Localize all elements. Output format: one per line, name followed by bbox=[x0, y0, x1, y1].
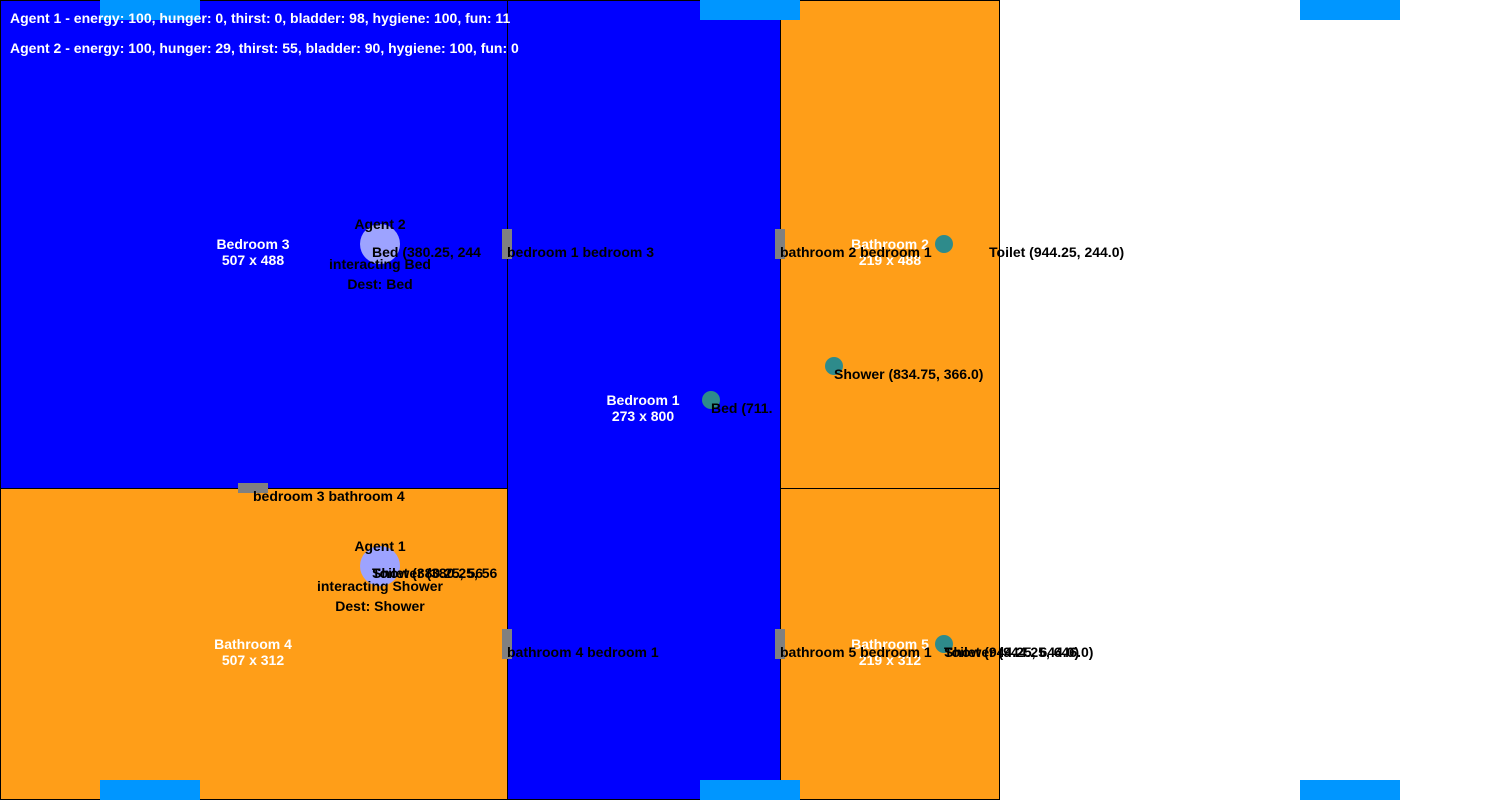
window-bottom-1 bbox=[100, 780, 200, 800]
room-size: 273 x 800 bbox=[611, 408, 675, 424]
room-name: Bathroom 2 bbox=[851, 236, 929, 252]
room-size: 219 x 312 bbox=[858, 652, 922, 668]
agent-1-name: Agent 1 bbox=[354, 538, 406, 554]
toilet-bathroom-5-marker[interactable] bbox=[935, 635, 953, 653]
door-label-bathroom-5-bedroom-1: bathroom 5 bedroom 1 bbox=[780, 644, 932, 660]
agent-1-token[interactable] bbox=[360, 546, 400, 586]
window-bottom-3 bbox=[1300, 780, 1400, 800]
room-bathroom-5[interactable] bbox=[780, 488, 1000, 800]
object-label-shower-bathroom-5: Shower (944.25, 646.0) bbox=[944, 644, 1094, 660]
door-label-bathroom-4-bedroom-1: bathroom 4 bedroom 1 bbox=[507, 644, 659, 660]
room-name: Bedroom 1 bbox=[606, 392, 680, 408]
room-name: Bathroom 5 bbox=[851, 636, 929, 652]
agent-2-destination: Dest: Bed bbox=[347, 276, 413, 292]
object-label-shower-bathroom-4: Shower (380.25, 56 bbox=[372, 565, 498, 581]
window-top-1 bbox=[100, 0, 200, 20]
door-bedroom-3-bathroom-4[interactable] bbox=[238, 483, 268, 493]
agent-2-token[interactable] bbox=[360, 224, 400, 264]
room-size: 507 x 488 bbox=[221, 252, 285, 268]
window-bottom-2 bbox=[700, 780, 800, 800]
object-label-bed-bedroom-3: Bed (380.25, 244 bbox=[372, 244, 481, 260]
shower-bathroom-2-marker[interactable] bbox=[825, 357, 843, 375]
window-top-2 bbox=[700, 0, 800, 20]
door-label-bedroom-3-bathroom-4: bedroom 3 bathroom 4 bbox=[253, 488, 405, 504]
door-label-bedroom-1-bedroom-3: bedroom 1 bedroom 3 bbox=[507, 244, 655, 260]
agent-1-action: interacting Shower bbox=[316, 578, 444, 594]
door-bathroom-2-bedroom-1[interactable] bbox=[775, 229, 785, 259]
room-bedroom-3[interactable] bbox=[0, 0, 508, 489]
room-size: 219 x 488 bbox=[858, 252, 922, 268]
door-bathroom-5-bedroom-1[interactable] bbox=[775, 629, 785, 659]
room-bathroom-4[interactable] bbox=[0, 488, 508, 800]
room-label-bathroom-5: Bathroom 5 219 x 312 bbox=[851, 636, 929, 668]
object-label-shower-bathroom-2: Shower (834.75, 366.0) bbox=[834, 366, 984, 382]
door-label-bathroom-2-bedroom-1: bathroom 2 bedroom 1 bbox=[780, 244, 932, 260]
object-label-toilet-bathroom-5: Toilet (944.25, 644.0) bbox=[944, 644, 1080, 660]
object-label-toilet-bathroom-2: Toilet (944.25, 244.0) bbox=[989, 244, 1125, 260]
room-size: 507 x 312 bbox=[221, 652, 285, 668]
room-label-bedroom-1: Bedroom 1 273 x 800 bbox=[606, 392, 679, 424]
agent-1-destination: Dest: Shower bbox=[335, 598, 425, 614]
room-name: Bathroom 4 bbox=[214, 636, 292, 652]
room-bedroom-1[interactable] bbox=[507, 0, 781, 800]
door-bedroom-1-bedroom-3[interactable] bbox=[502, 229, 512, 259]
window-top-3 bbox=[1300, 0, 1400, 20]
agent-2-status: Agent 2 - energy: 100, hunger: 29, thirs… bbox=[10, 40, 519, 56]
room-label-bedroom-3: Bedroom 3 507 x 488 bbox=[216, 236, 289, 268]
agent-2-action: interacting Bed bbox=[329, 256, 431, 272]
agent-2-name: Agent 2 bbox=[354, 216, 406, 232]
bed-bedroom-1-marker[interactable] bbox=[702, 391, 720, 409]
room-name: Bedroom 3 bbox=[216, 236, 290, 252]
room-label-bathroom-2: Bathroom 2 219 x 488 bbox=[851, 236, 929, 268]
door-bathroom-4-bedroom-1[interactable] bbox=[502, 629, 512, 659]
room-label-bathroom-4: Bathroom 4 507 x 312 bbox=[214, 636, 292, 668]
agent-1-status: Agent 1 - energy: 100, hunger: 0, thirst… bbox=[10, 10, 511, 26]
object-label-bed-bedroom-1: Bed (711. bbox=[711, 400, 773, 416]
object-label-toilet-bathroom-4: Toilet (380.25, 56 bbox=[372, 565, 484, 581]
toilet-bathroom-2-marker[interactable] bbox=[935, 235, 953, 253]
